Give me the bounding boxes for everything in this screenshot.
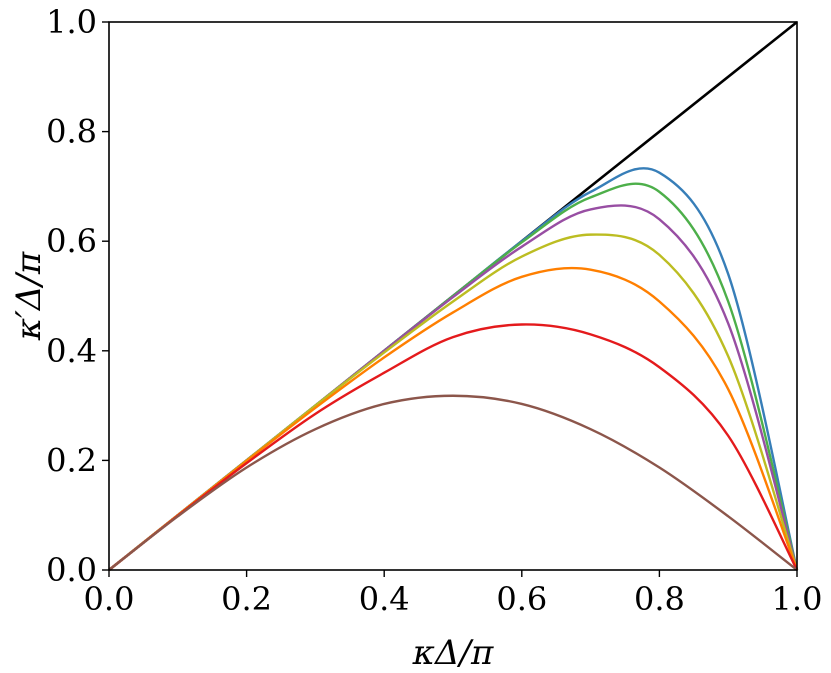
series-line-6 <box>108 323 799 571</box>
y-tick-label: 0.6 <box>46 222 97 260</box>
y-axis-label: κ′Δ/π <box>9 251 49 341</box>
series-line-2 <box>108 182 799 571</box>
x-tick-label: 0.0 <box>84 580 135 618</box>
y-tick-label: 0.2 <box>46 441 97 479</box>
x-axis-ticks: 0.0 0.2 0.4 0.6 0.8 1.0 <box>84 570 823 618</box>
plot-frame <box>108 21 798 571</box>
x-tick-label: 0.6 <box>496 580 547 618</box>
y-tick-label: 0.4 <box>46 332 97 370</box>
y-axis-ticks: 0.0 0.2 0.4 0.6 0.8 1.0 <box>46 3 109 589</box>
y-tick-label: 0.0 <box>46 551 97 589</box>
y-tick-label: 0.8 <box>46 113 97 151</box>
y-tick-label: 1.0 <box>46 3 97 41</box>
x-tick-label: 0.4 <box>359 580 410 618</box>
x-axis-label: κΔ/π <box>412 633 494 673</box>
x-tick-label: 1.0 <box>772 580 823 618</box>
series-line-3 <box>108 204 799 571</box>
x-tick-label: 0.2 <box>221 580 272 618</box>
series-line-4 <box>108 233 799 571</box>
series-line-7 <box>108 394 798 571</box>
plot-lines <box>108 20 799 572</box>
x-tick-label: 0.8 <box>634 580 685 618</box>
series-line-5 <box>108 266 799 571</box>
